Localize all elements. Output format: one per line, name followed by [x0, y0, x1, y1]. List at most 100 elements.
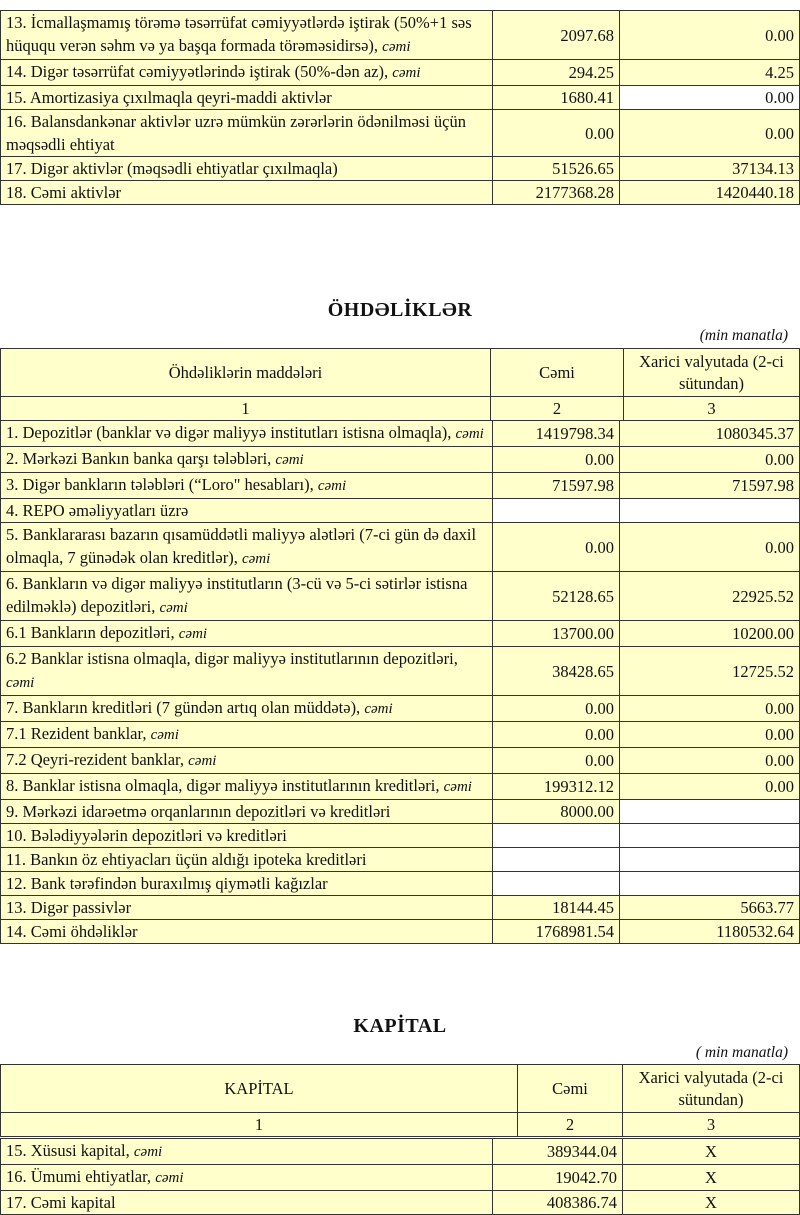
foreign-currency-value: 10200.00	[619, 620, 800, 647]
header-row: Öhdəliklərin maddələri Cəmi Xarici valyu…	[0, 348, 800, 397]
table-row: 17. Digər aktivlər (məqsədli ehtiyatlar …	[0, 156, 800, 181]
row-label: 4. REPO əməliyyatları üzrə	[0, 498, 493, 523]
table-row: 15. Amortizasiya çıxılmaqla qeyri-maddi …	[0, 85, 800, 110]
column-number-row: 1 2 3	[0, 1112, 800, 1137]
row-label: 5. Banklararası bazarın qısamüddətli mal…	[0, 522, 493, 572]
table-row: 14. Digər təsərrüfat cəmiyyətlərində işt…	[0, 59, 800, 86]
total-value	[492, 823, 620, 848]
row-label: 2. Mərkəzi Bankın banka qarşı tələbləri,…	[0, 446, 493, 473]
row-label: 6.1 Bankların depozitləri, cəmi	[0, 620, 493, 647]
foreign-currency-value: 0.00	[619, 695, 800, 722]
row-label-suffix: cəmi	[455, 426, 484, 442]
row-label-text: 10. Bələdiyyələrin depozitləri və kredit…	[6, 826, 287, 845]
row-label: 16. Ümumi ehtiyatlar, cəmi	[0, 1164, 493, 1191]
table-row: 6.1 Bankların depozitləri, cəmi 13700.00 1…	[0, 620, 800, 647]
table-row: 7. Bankların kreditləri (7 gündən artıq …	[0, 695, 800, 722]
table-row: 4. REPO əməliyyatları üzrə	[0, 498, 800, 523]
row-label: 7.2 Qeyri-rezident banklar, cəmi	[0, 747, 493, 774]
row-label-text: 6.1 Bankların depozitləri,	[6, 623, 179, 642]
row-label-suffix: cəmi	[188, 753, 217, 769]
total-value: 13700.00	[492, 620, 620, 647]
table-row: 6. Bankların və digər maliyyə institutla…	[0, 571, 800, 621]
row-label-text: 14. Cəmi öhdəliklər	[6, 922, 138, 941]
foreign-currency-value: 1080345.37	[619, 420, 800, 447]
col-number-3: 3	[623, 396, 800, 421]
table-row: 3. Digər bankların tələbləri (“Loro" hes…	[0, 472, 800, 499]
assets-table: 13. İcmallaşmamış törəmə təsərrüfat cəmi…	[0, 10, 800, 205]
foreign-currency-value: 0.00	[619, 109, 800, 157]
row-label-suffix: cəmi	[133, 1144, 163, 1160]
row-label-text: 16. Ümumi ehtiyatlar,	[6, 1167, 156, 1186]
row-label-text: 4. REPO əməliyyatları üzrə	[6, 501, 189, 520]
row-label-text: 13. İcmallaşmamış törəmə təsərrüfat cəmi…	[6, 13, 472, 55]
table-row: 16. Ümumi ehtiyatlar, cəmi 19042.70 X	[0, 1164, 800, 1191]
total-value: 1768981.54	[492, 919, 620, 944]
row-label-text: 3. Digər bankların tələbləri (“Loro" hes…	[6, 475, 318, 494]
row-label-suffix: cəmi	[392, 65, 421, 81]
row-label-text: 16. Balansdankənar aktivlər uzrə mümkün …	[6, 112, 467, 154]
row-label: 10. Bələdiyyələrin depozitləri və kredit…	[0, 823, 493, 848]
foreign-currency-value: 0.00	[619, 522, 800, 572]
header-total: Cəmi	[490, 348, 624, 397]
row-label-suffix: cəmi	[150, 727, 179, 743]
header-row: KAPİTAL Cəmi Xarici valyutada (2-ci sütu…	[0, 1064, 800, 1113]
row-label-text: 7.1 Rezident banklar,	[6, 724, 151, 743]
col-number-1: 1	[0, 396, 491, 421]
header-items: KAPİTAL	[0, 1064, 518, 1113]
capital-table: 15. Xüsusi kapital, cəmi 389344.04 X 16. Üm…	[0, 1138, 800, 1215]
foreign-currency-value: 0.00	[619, 773, 800, 800]
table-row: 8. Banklar istisna olmaqla, digər maliyy…	[0, 773, 800, 800]
foreign-currency-value: 4.25	[619, 59, 800, 86]
row-label-suffix: cəmi	[443, 779, 472, 795]
row-label-suffix: cəmi	[159, 600, 188, 616]
row-label: 8. Banklar istisna olmaqla, digər maliyy…	[0, 773, 493, 800]
foreign-currency-value	[619, 871, 800, 896]
total-value: 51526.65	[492, 156, 620, 181]
row-label-text: 17. Digər aktivlər (məqsədli ehtiyatlar …	[6, 159, 338, 178]
total-value: 389344.04	[492, 1138, 623, 1165]
row-label-suffix: cəmi	[317, 478, 347, 494]
table-row: 5. Banklararası bazarın qısamüddətli mal…	[0, 522, 800, 572]
total-value: 52128.65	[492, 571, 620, 621]
total-value	[492, 847, 620, 872]
table-row: 18. Cəmi aktivlər 2177368.28 1420440.18	[0, 180, 800, 205]
row-label: 9. Mərkəzi idarəetmə orqanlarının depozi…	[0, 799, 493, 824]
header-total: Cəmi	[517, 1064, 623, 1113]
row-label-text: 15. Xüsusi kapital,	[6, 1141, 134, 1160]
total-value: 1680.41	[492, 85, 620, 110]
total-value: 294.25	[492, 59, 620, 86]
foreign-currency-value: 22925.52	[619, 571, 800, 621]
table-row: 15. Xüsusi kapital, cəmi 389344.04 X	[0, 1138, 800, 1165]
foreign-currency-value: 12725.52	[619, 646, 800, 696]
foreign-currency-value: X	[622, 1164, 800, 1191]
foreign-currency-value: X	[622, 1138, 800, 1165]
capital-header-table: KAPİTAL Cəmi Xarici valyutada (2-ci sütu…	[0, 1064, 800, 1137]
liabilities-header-table: Öhdəliklərin maddələri Cəmi Xarici valyu…	[0, 348, 800, 421]
row-label: 11. Bankın öz ehtiyacları üçün aldığı ip…	[0, 847, 493, 872]
row-label: 14. Digər təsərrüfat cəmiyyətlərində işt…	[0, 59, 493, 86]
foreign-currency-value: 0.00	[619, 10, 800, 60]
row-label: 6. Bankların və digər maliyyə institutla…	[0, 571, 493, 621]
col-number-2: 2	[517, 1112, 623, 1137]
row-label-text: 7. Bankların kreditləri (7 gündən artıq …	[6, 698, 365, 717]
col-number-2: 2	[490, 396, 624, 421]
table-row: 1. Depozitlər (banklar və digər maliyyə …	[0, 420, 800, 447]
row-label-text: 15. Amortizasiya çıxılmaqla qeyri-maddi …	[6, 88, 332, 107]
foreign-currency-value: 5663.77	[619, 895, 800, 920]
table-row: 13. İcmallaşmamış törəmə təsərrüfat cəmi…	[0, 10, 800, 60]
row-label-text: 2. Mərkəzi Bankın banka qarşı tələbləri,	[6, 449, 276, 468]
total-value: 71597.98	[492, 472, 620, 499]
table-row: 9. Mərkəzi idarəetmə orqanlarının depozi…	[0, 799, 800, 824]
table-row: 11. Bankın öz ehtiyacları üçün aldığı ip…	[0, 847, 800, 872]
foreign-currency-value: 71597.98	[619, 472, 800, 499]
foreign-currency-value: 0.00	[619, 747, 800, 774]
row-label-text: 5. Banklararası bazarın qısamüddətli mal…	[6, 525, 477, 567]
total-value: 0.00	[492, 522, 620, 572]
header-foreign: Xarici valyutada (2-ci sütundan)	[622, 1064, 800, 1113]
liabilities-unit: (min manatla)	[699, 327, 788, 344]
total-value: 0.00	[492, 446, 620, 473]
row-label-text: 8. Banklar istisna olmaqla, digər maliyy…	[6, 776, 444, 795]
row-label-suffix: cəmi	[364, 701, 393, 717]
row-label-suffix: cəmi	[6, 675, 35, 691]
foreign-currency-value	[619, 847, 800, 872]
